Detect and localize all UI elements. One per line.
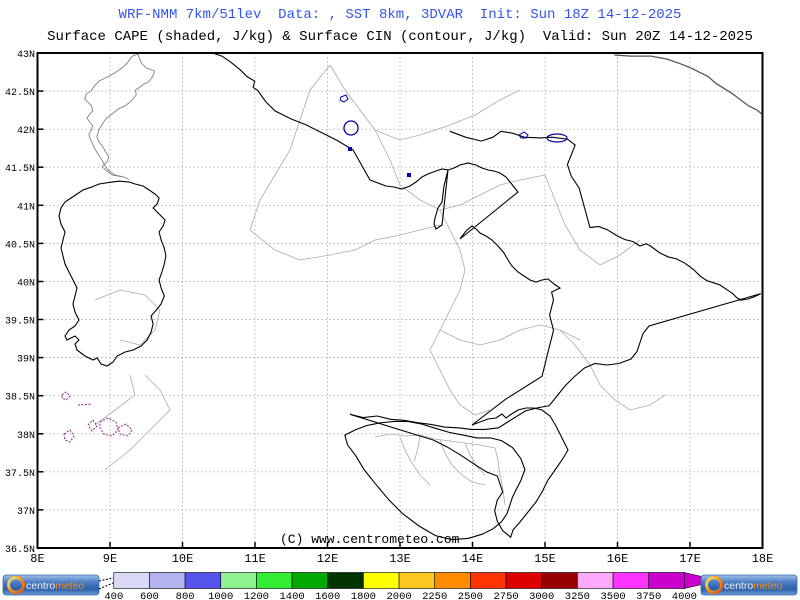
- svg-text:40N: 40N: [17, 279, 35, 290]
- svg-text:(C) www.centrometeo.com: (C) www.centrometeo.com: [280, 532, 460, 547]
- svg-text:41.5N: 41.5N: [5, 164, 35, 175]
- svg-text:11E: 11E: [244, 552, 266, 566]
- svg-text:12E: 12E: [317, 552, 339, 566]
- svg-text:2000: 2000: [386, 591, 411, 600]
- svg-text:14E: 14E: [462, 552, 484, 566]
- svg-text:centrometeo: centrometeo: [26, 580, 85, 592]
- svg-text:1200: 1200: [244, 591, 269, 600]
- svg-text:600: 600: [140, 591, 159, 600]
- svg-text:15E: 15E: [534, 552, 556, 566]
- svg-text:2500: 2500: [458, 591, 483, 600]
- svg-text:400: 400: [104, 591, 123, 600]
- svg-text:41N: 41N: [17, 202, 35, 213]
- svg-text:40.5N: 40.5N: [5, 240, 35, 251]
- svg-text:centrometeo: centrometeo: [724, 580, 783, 592]
- svg-text:16E: 16E: [607, 552, 629, 566]
- svg-text:17E: 17E: [679, 552, 701, 566]
- svg-text:37.5N: 37.5N: [5, 469, 35, 480]
- svg-text:38N: 38N: [17, 431, 35, 442]
- svg-text:39N: 39N: [17, 355, 35, 366]
- svg-text:10E: 10E: [172, 552, 194, 566]
- svg-text:1800: 1800: [351, 591, 376, 600]
- svg-text:18E: 18E: [752, 552, 774, 566]
- svg-text:9E: 9E: [103, 552, 117, 566]
- svg-text:4000: 4000: [672, 591, 697, 600]
- svg-text:42.5N: 42.5N: [5, 88, 35, 99]
- svg-text:37N: 37N: [17, 507, 35, 518]
- svg-text:1000: 1000: [208, 591, 233, 600]
- svg-text:36.5N: 36.5N: [5, 545, 35, 556]
- svg-text:2250: 2250: [422, 591, 447, 600]
- svg-text:800: 800: [176, 591, 195, 600]
- svg-text:38.5N: 38.5N: [5, 393, 35, 404]
- svg-text:13E: 13E: [389, 552, 411, 566]
- svg-text:42N: 42N: [17, 126, 35, 137]
- svg-text:3750: 3750: [636, 591, 661, 600]
- svg-text:3500: 3500: [600, 591, 625, 600]
- svg-text:1600: 1600: [315, 591, 340, 600]
- svg-text:3250: 3250: [565, 591, 590, 600]
- svg-text:1400: 1400: [279, 591, 304, 600]
- svg-text:3000: 3000: [529, 591, 554, 600]
- svg-text:43N: 43N: [17, 50, 35, 61]
- svg-text:39.5N: 39.5N: [5, 317, 35, 328]
- svg-text:2750: 2750: [493, 591, 518, 600]
